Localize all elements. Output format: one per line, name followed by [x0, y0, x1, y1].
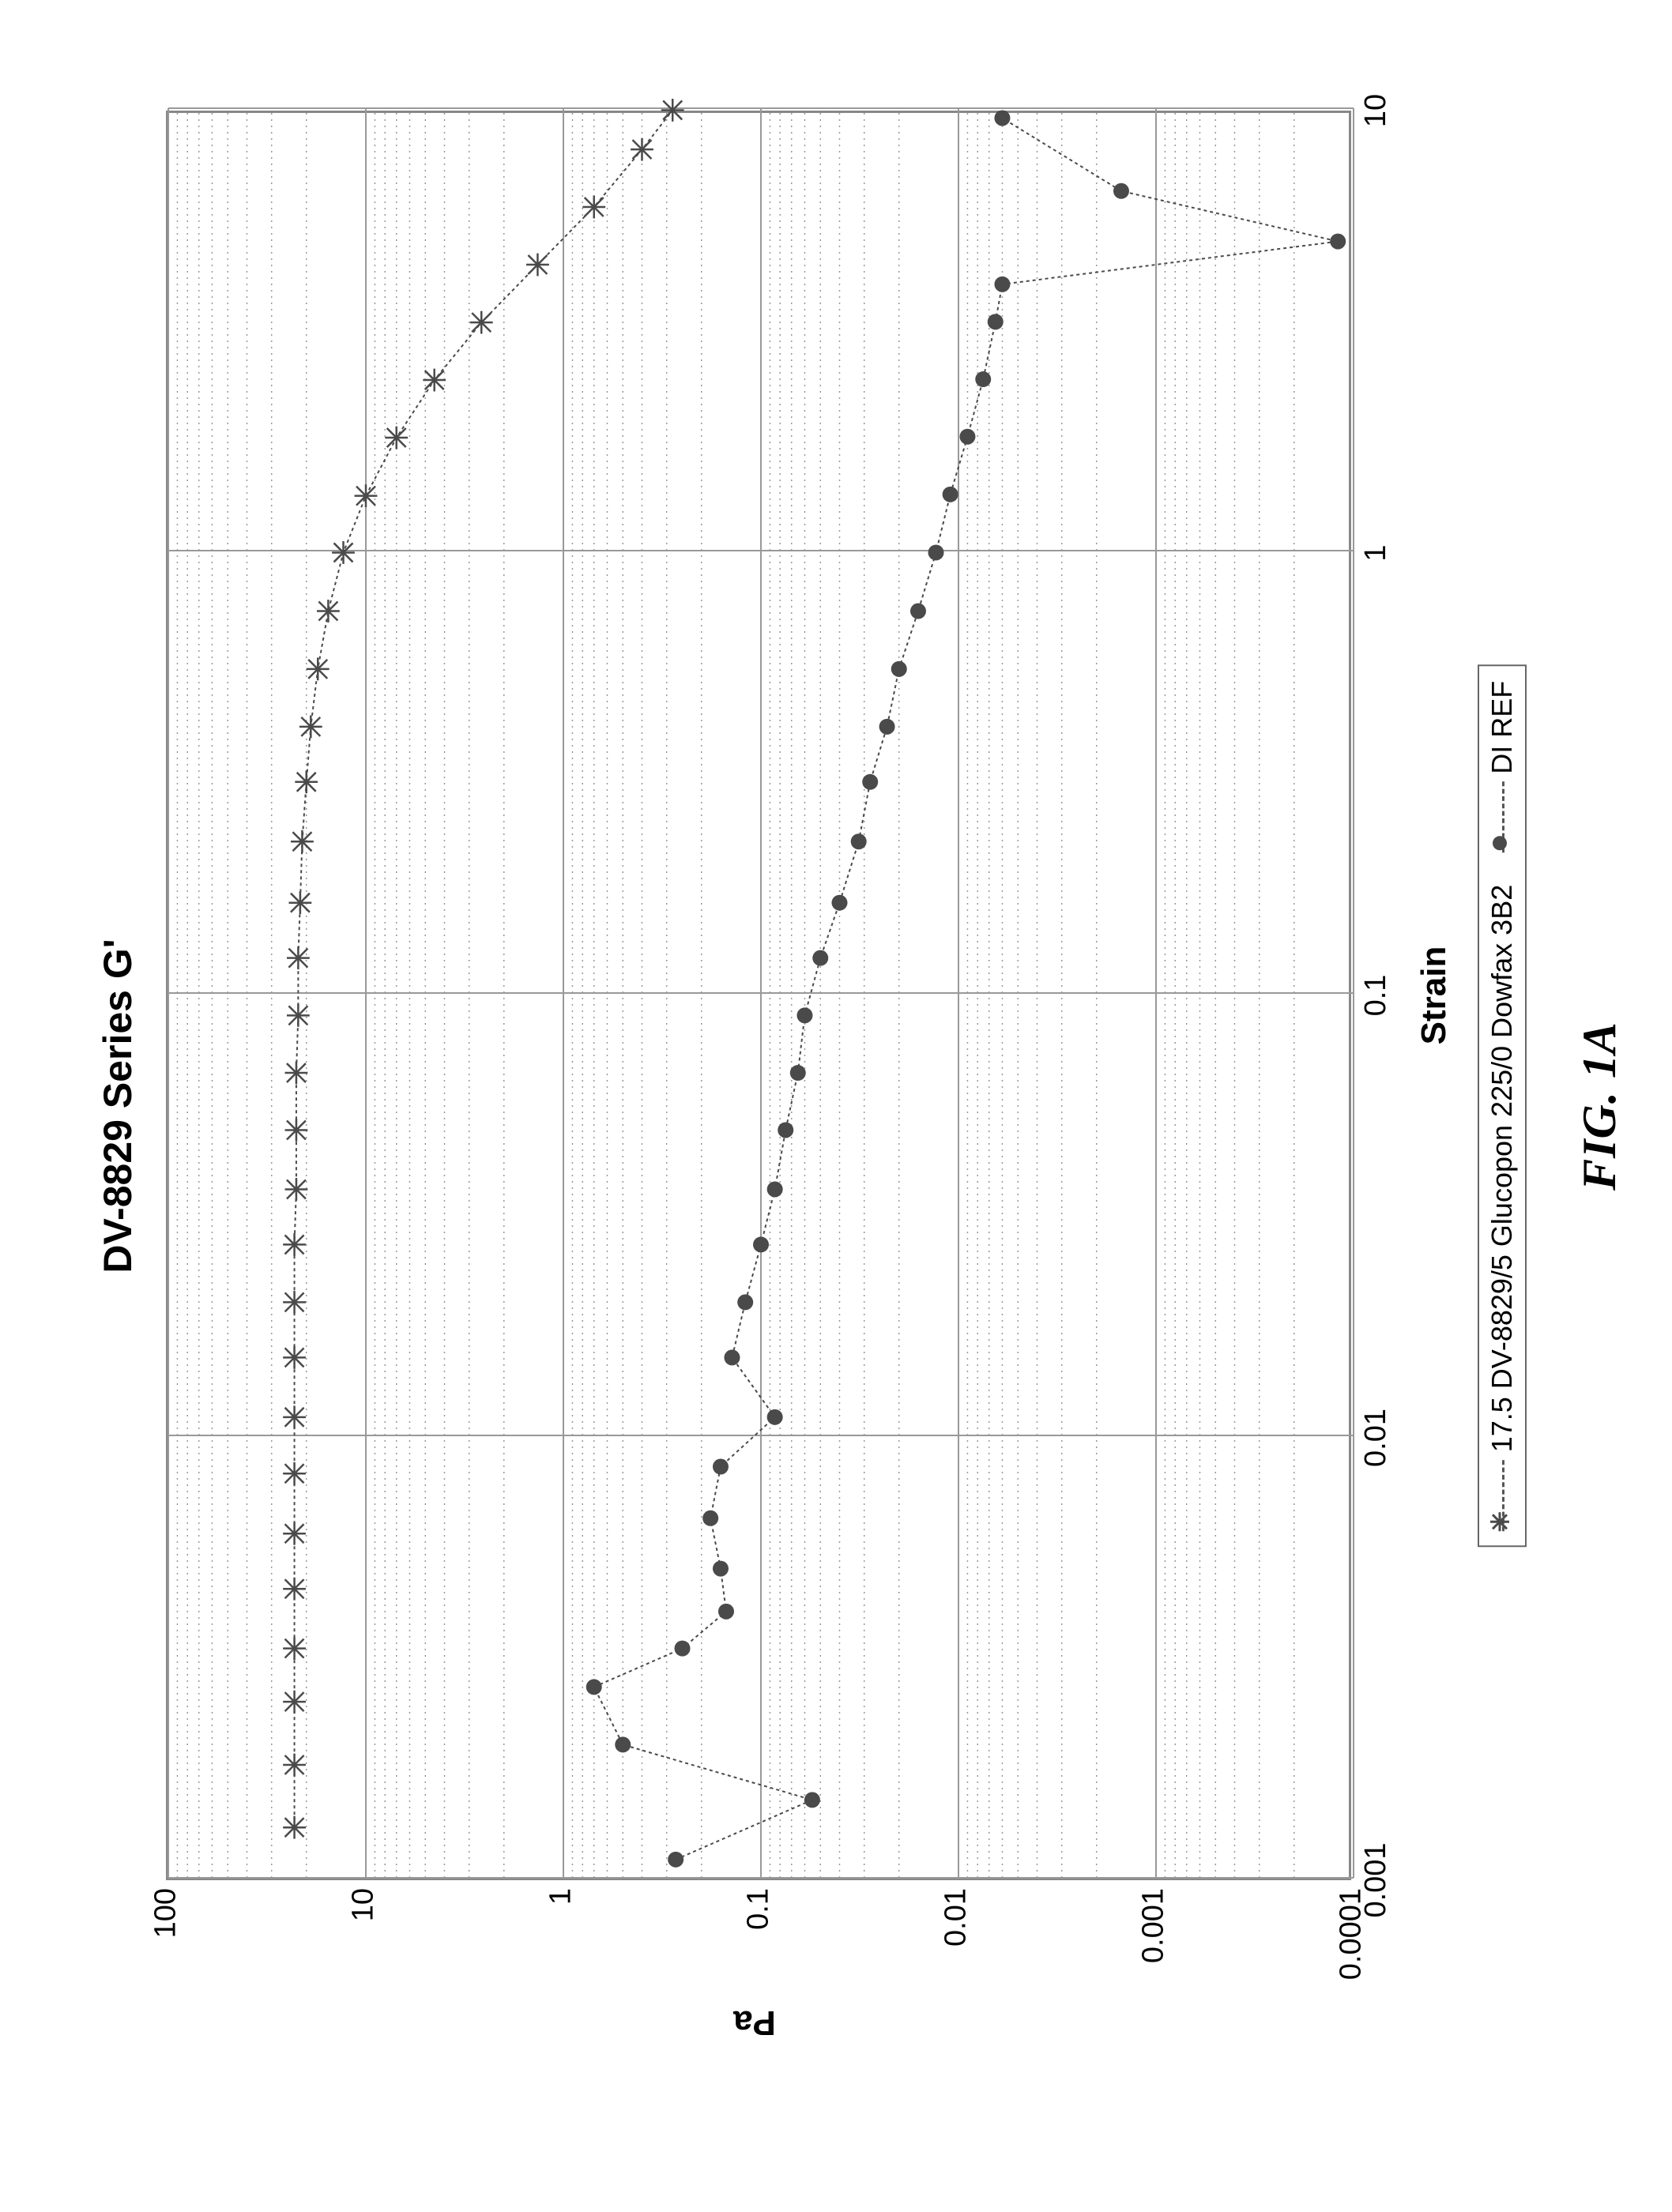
series-marker-s1 [661, 99, 684, 122]
series-marker-s2 [1113, 183, 1129, 199]
series-marker-s1 [285, 1178, 308, 1201]
legend-label-series1: 17.5 DV-8829/5 Glucopon 225/0 Dowfax 3B2 [1486, 885, 1519, 1453]
series-marker-s1 [307, 657, 330, 680]
series-marker-s2 [988, 314, 1004, 329]
series-marker-s2 [1330, 234, 1346, 250]
series-marker-s2 [737, 1294, 753, 1310]
series-marker-s2 [702, 1510, 718, 1526]
series-marker-s2 [891, 661, 907, 677]
series-marker-s1 [285, 1062, 308, 1085]
series-marker-s1 [283, 1291, 306, 1314]
series-marker-s2 [615, 1736, 631, 1752]
series-marker-s1 [631, 138, 653, 161]
series-marker-s1 [332, 541, 355, 564]
series-marker-s1 [299, 715, 322, 738]
x-tick-label: 0.001 [1359, 1825, 1393, 1936]
series-marker-s2 [994, 110, 1010, 126]
series-marker-s2 [767, 1181, 783, 1197]
series-marker-s1 [317, 600, 340, 623]
series-marker-s1 [283, 1754, 306, 1777]
series-marker-s1 [288, 891, 311, 914]
series-marker-s2 [879, 719, 895, 735]
legend-label-series2: DI REF [1486, 681, 1519, 774]
series-marker-s1 [291, 830, 314, 853]
series-line-s2 [594, 118, 1338, 1859]
series-marker-s1 [283, 1522, 306, 1545]
series-marker-s2 [675, 1641, 691, 1657]
series-marker-s2 [668, 1852, 683, 1868]
series-marker-s2 [713, 1561, 729, 1577]
x-tick-label: 10 [1359, 55, 1393, 166]
chart-title: DV-8829 Series G' [95, 0, 141, 2212]
series-marker-s1 [283, 1233, 306, 1256]
series-marker-s1 [283, 1578, 306, 1601]
series-marker-s1 [287, 946, 310, 969]
legend-entry-series2: DI REF [1486, 681, 1519, 853]
figure-caption: FIG. 1A [1572, 0, 1627, 2212]
y-tick-label: 1 [544, 1888, 578, 1983]
series-marker-s2 [862, 774, 878, 790]
series-marker-s1 [283, 1462, 306, 1485]
series-marker-s2 [753, 1236, 769, 1252]
series-marker-s1 [285, 1119, 308, 1142]
series-marker-s2 [778, 1122, 793, 1138]
series-line-s1 [295, 110, 673, 1827]
y-tick-label: 0.001 [1137, 1888, 1171, 1983]
series-marker-s2 [994, 276, 1010, 292]
y-axis-label: Pa [733, 2003, 776, 2042]
series-marker-s1 [283, 1816, 306, 1839]
y-tick-label: 10 [347, 1888, 381, 1983]
series-marker-s1 [283, 1637, 306, 1660]
series-marker-s2 [975, 371, 991, 387]
series-marker-s1 [287, 1004, 310, 1027]
series-marker-s2 [767, 1409, 783, 1425]
legend-entry-series1: 17.5 DV-8829/5 Glucopon 225/0 Dowfax 3B2 [1486, 885, 1519, 1532]
series-marker-s1 [283, 1405, 306, 1428]
x-tick-label: 0.1 [1359, 940, 1393, 1051]
series-marker-s1 [423, 369, 446, 392]
series-marker-s1 [385, 427, 408, 450]
series-marker-s2 [851, 833, 867, 849]
series-marker-s2 [790, 1065, 806, 1081]
plot-area [166, 111, 1351, 1880]
series-marker-s2 [943, 487, 958, 502]
series-marker-s1 [582, 196, 605, 219]
series-marker-s1 [470, 311, 493, 334]
x-tick-label: 1 [1359, 498, 1393, 608]
x-axis-label: Strain [1414, 946, 1454, 1045]
x-tick-label: 0.01 [1359, 1382, 1393, 1493]
series-marker-s2 [959, 429, 975, 445]
legend: 17.5 DV-8829/5 Glucopon 225/0 Dowfax 3B2… [1478, 665, 1527, 1548]
series-marker-s2 [804, 1792, 820, 1808]
series-marker-s1 [526, 254, 549, 276]
series-marker-s2 [586, 1679, 602, 1695]
series-marker-s2 [796, 1007, 812, 1023]
series-marker-s2 [910, 604, 926, 619]
y-tick-label: 0.1 [742, 1888, 776, 1983]
y-tick-label: 0.01 [940, 1888, 973, 1983]
dot-marker-icon [1490, 834, 1509, 853]
series-marker-s2 [724, 1349, 740, 1365]
data-layer [168, 108, 1354, 1878]
series-marker-s1 [283, 1346, 306, 1369]
series-marker-s2 [713, 1459, 729, 1475]
series-marker-s2 [718, 1604, 734, 1620]
x-marker-icon [1490, 1512, 1509, 1531]
series-marker-s2 [928, 544, 944, 560]
series-marker-s1 [355, 484, 378, 507]
series-marker-s2 [831, 895, 847, 911]
series-marker-s1 [295, 770, 318, 793]
series-marker-s2 [812, 950, 828, 966]
series-marker-s1 [283, 1691, 306, 1714]
y-tick-label: 100 [149, 1888, 183, 1983]
